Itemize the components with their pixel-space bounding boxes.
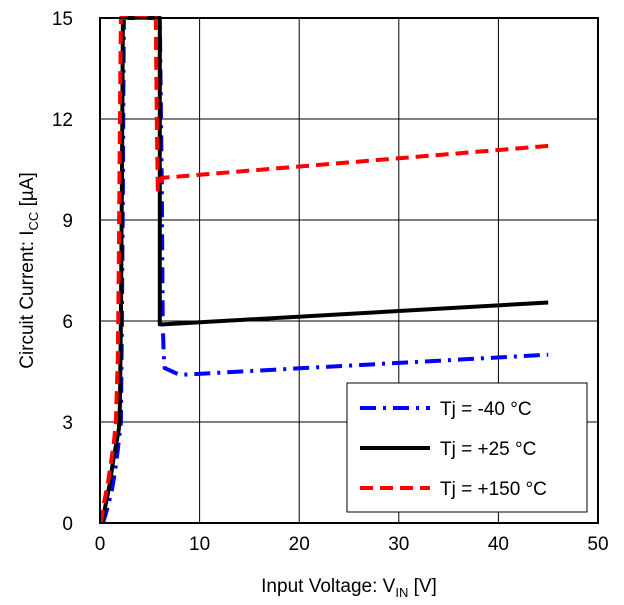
x-tick-label: 0 — [95, 534, 106, 555]
plot-frame — [99, 17, 599, 524]
y-axis-label-sub: CC — [26, 212, 41, 231]
x-axis-label-sub: IN — [395, 585, 408, 600]
legend-label-2: Tj = +25 °C — [440, 439, 536, 460]
x-axis-label-main: Input Voltage: V — [261, 576, 395, 597]
y-tick-label: 0 — [62, 514, 73, 535]
series-line-3 — [99, 16, 549, 524]
chart-series — [99, 16, 549, 524]
y-tick-label: 15 — [52, 9, 73, 30]
x-tick-label: 20 — [289, 534, 310, 555]
y-tick-label: 6 — [62, 312, 73, 333]
x-tick-label: 30 — [388, 534, 409, 555]
x-axis-label: Input Voltage: VIN [V] — [261, 576, 437, 600]
y-axis-label-main: Circuit Current: I — [17, 230, 38, 368]
x-tick-label: 50 — [587, 534, 608, 555]
legend-label-3: Tj = +150 °C — [440, 479, 547, 500]
legend-label-1: Tj = -40 °C — [440, 399, 532, 420]
x-tick-label: 10 — [189, 534, 210, 555]
y-axis-label-unit: [µA] — [17, 172, 38, 211]
y-tick-label: 3 — [62, 413, 73, 434]
y-tick-label: 9 — [62, 211, 73, 232]
legend: Tj = -40 °C Tj = +25 °C Tj = +150 °C — [346, 382, 588, 513]
y-tick-label: 12 — [52, 110, 73, 131]
x-tick-label: 40 — [488, 534, 509, 555]
x-axis-label-unit: [V] — [408, 576, 437, 597]
y-axis-label: Circuit Current: ICC [µA] — [17, 172, 41, 369]
tick-labels: 0 10 20 30 40 50 0 3 6 9 12 15 — [52, 9, 609, 555]
